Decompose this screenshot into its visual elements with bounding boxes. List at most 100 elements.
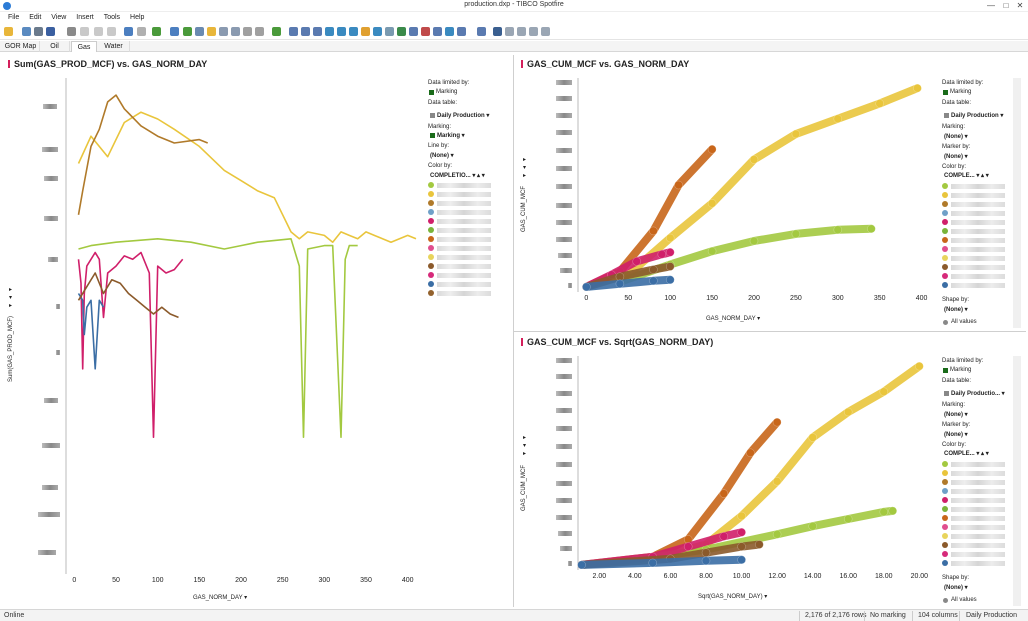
legend-color-swatch[interactable] xyxy=(942,201,948,207)
legend-color-swatch[interactable] xyxy=(428,263,434,269)
tab-oil[interactable]: Oil xyxy=(40,41,70,52)
line-chart-plot[interactable] xyxy=(65,78,417,574)
page-icon[interactable] xyxy=(219,27,228,36)
print-icon[interactable] xyxy=(67,27,76,36)
export-icon[interactable] xyxy=(272,27,281,36)
legend-color-swatch[interactable] xyxy=(942,524,948,530)
tab-gas[interactable]: Gas xyxy=(71,41,97,52)
data-table-dropdown[interactable]: Daily Productio... ▾ xyxy=(951,391,1005,397)
shape-by-dropdown[interactable]: (None) ▾ xyxy=(944,307,968,313)
duplicate-page-icon[interactable] xyxy=(231,27,240,36)
text-area-icon[interactable] xyxy=(477,27,486,36)
y-axis-label[interactable]: Sum(GAS_PROD_MCF) xyxy=(8,315,14,382)
legend-color-swatch[interactable] xyxy=(428,191,434,197)
tab-gor-map[interactable]: GOR Map xyxy=(2,41,40,52)
color-by-dropdown[interactable]: COMPLE... ▾ ▴ ▾ xyxy=(944,173,989,179)
legend-color-swatch[interactable] xyxy=(942,210,948,216)
marking-dropdown[interactable]: Marking ▾ xyxy=(437,133,465,139)
legend-color-swatch[interactable] xyxy=(942,228,948,234)
close-icon[interactable]: ✕ xyxy=(1016,1,1024,10)
marking-dropdown[interactable]: (None) ▾ xyxy=(944,412,968,418)
legend-color-swatch[interactable] xyxy=(942,470,948,476)
marker-by-dropdown[interactable]: (None) ▾ xyxy=(944,154,968,160)
heat-map-icon[interactable] xyxy=(421,27,430,36)
legend-color-swatch[interactable] xyxy=(942,479,948,485)
menu-edit[interactable]: Edit xyxy=(29,14,42,21)
menu-insert[interactable]: Insert xyxy=(76,14,94,21)
y-axis-label[interactable]: GAS_CUM_MCF xyxy=(521,185,527,232)
line-by-dropdown[interactable]: (None) ▾ xyxy=(430,153,454,159)
menu-help[interactable]: Help xyxy=(130,14,145,21)
data-table-icon[interactable] xyxy=(195,27,204,36)
y-axis-label[interactable]: GAS_CUM_MCF xyxy=(521,464,527,511)
legend-color-swatch[interactable] xyxy=(942,551,948,557)
y-axis-selector[interactable]: ▸ ▾ ▸ xyxy=(523,435,527,457)
data-table-dropdown[interactable]: Daily Production ▾ xyxy=(437,113,490,119)
x-axis-label[interactable]: GAS_NORM_DAY ▾ xyxy=(193,595,248,601)
refresh-icon[interactable] xyxy=(34,27,43,36)
legend-color-swatch[interactable] xyxy=(942,237,948,243)
arrange-stack-icon[interactable] xyxy=(529,27,538,36)
treemap-icon[interactable] xyxy=(409,27,418,36)
menu-view[interactable]: View xyxy=(51,14,67,21)
marking-dropdown[interactable]: (None) ▾ xyxy=(944,134,968,140)
details-icon[interactable] xyxy=(243,27,252,36)
reset-filters-icon[interactable] xyxy=(152,27,161,36)
color-by-dropdown[interactable]: COMPLETIO... ▾ ▴ ▾ xyxy=(430,173,485,179)
legend-color-swatch[interactable] xyxy=(428,236,434,242)
legend-color-swatch[interactable] xyxy=(942,506,948,512)
y-axis-selector[interactable]: ▸ ▾ ▸ xyxy=(523,157,527,179)
legend-color-swatch[interactable] xyxy=(428,281,434,287)
save-icon[interactable] xyxy=(46,27,55,36)
x-axis-label[interactable]: Sqrt(GAS_NORM_DAY) ▾ xyxy=(698,594,768,600)
line-chart-icon[interactable] xyxy=(337,27,346,36)
legend-color-swatch[interactable] xyxy=(428,182,434,188)
legend-color-swatch[interactable] xyxy=(942,497,948,503)
minimize-icon[interactable]: — xyxy=(987,1,995,10)
active-data-table[interactable]: Daily Production xyxy=(966,612,1017,619)
scatter-plot-cum-vs-sqrt-day[interactable] xyxy=(577,356,930,570)
panel-divider-horizontal[interactable] xyxy=(514,331,1026,332)
table-viz-icon[interactable] xyxy=(289,27,298,36)
legend-color-swatch[interactable] xyxy=(942,246,948,252)
open-library-icon[interactable] xyxy=(22,27,31,36)
settings-gear-icon[interactable] xyxy=(493,27,502,36)
3d-scatter-icon[interactable] xyxy=(385,27,394,36)
legend-color-swatch[interactable] xyxy=(942,255,948,261)
bar-chart-icon[interactable] xyxy=(325,27,334,36)
shape-by-dropdown[interactable]: (None) ▾ xyxy=(944,585,968,591)
menu-tools[interactable]: Tools xyxy=(103,14,121,21)
notes-icon[interactable] xyxy=(255,27,264,36)
combination-chart-icon[interactable] xyxy=(349,27,358,36)
legend-color-swatch[interactable] xyxy=(942,264,948,270)
panel-divider[interactable] xyxy=(513,55,514,607)
legend-color-swatch[interactable] xyxy=(428,272,434,278)
filter-icon[interactable] xyxy=(170,27,179,36)
graphical-table-icon[interactable] xyxy=(313,27,322,36)
paste-icon[interactable] xyxy=(107,27,116,36)
summary-table-icon[interactable] xyxy=(445,27,454,36)
legend-scrollbar[interactable] xyxy=(1013,356,1021,606)
pie-chart-icon[interactable] xyxy=(361,27,370,36)
legend-color-swatch[interactable] xyxy=(942,183,948,189)
layout-icon[interactable] xyxy=(505,27,514,36)
marking-status[interactable]: No marking xyxy=(870,612,906,619)
bookmark-icon[interactable] xyxy=(207,27,216,36)
legend-color-swatch[interactable] xyxy=(428,290,434,296)
legend-color-swatch[interactable] xyxy=(428,245,434,251)
marker-by-dropdown[interactable]: (None) ▾ xyxy=(944,432,968,438)
legend-color-swatch[interactable] xyxy=(942,219,948,225)
legend-scrollbar[interactable] xyxy=(1013,78,1021,328)
map-chart-icon[interactable] xyxy=(397,27,406,36)
legend-color-swatch[interactable] xyxy=(428,218,434,224)
scatter-plot-cum-vs-day[interactable] xyxy=(577,78,930,292)
legend-color-swatch[interactable] xyxy=(428,209,434,215)
tab-water[interactable]: Water xyxy=(98,41,130,52)
legend-color-swatch[interactable] xyxy=(942,488,948,494)
legend-color-swatch[interactable] xyxy=(942,192,948,198)
legend-color-swatch[interactable] xyxy=(942,461,948,467)
legend-color-swatch[interactable] xyxy=(942,533,948,539)
legend-color-swatch[interactable] xyxy=(942,282,948,288)
menu-file[interactable]: File xyxy=(8,14,20,21)
legend-color-swatch[interactable] xyxy=(428,254,434,260)
